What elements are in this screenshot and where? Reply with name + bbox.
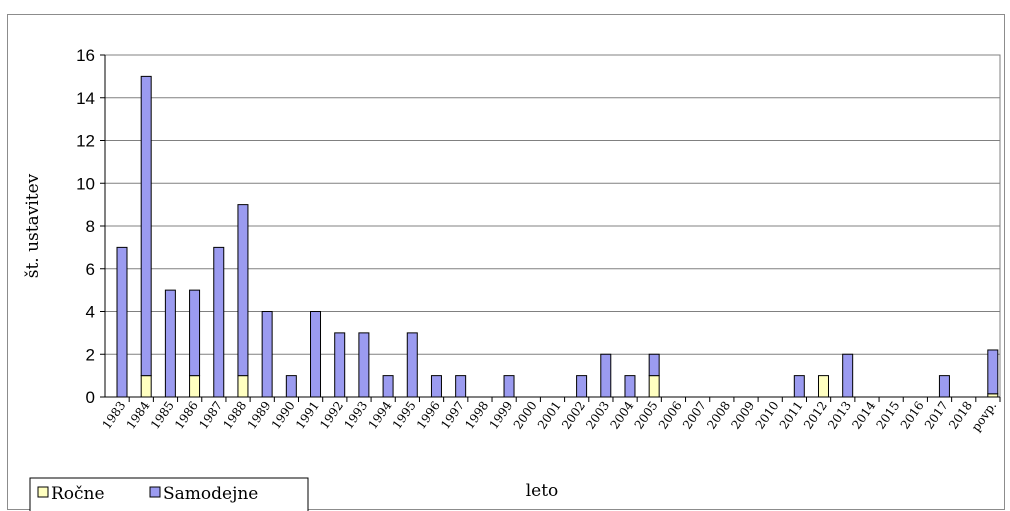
x-axis-title: leto — [526, 481, 559, 501]
bar-rocne-1986 — [189, 375, 201, 398]
x-tick-label: 1989 — [245, 399, 274, 432]
x-tick-label: 1998 — [462, 399, 491, 432]
x-tick-label: 2006 — [656, 399, 685, 432]
bar-samodejne-1988 — [237, 204, 249, 377]
bar-samodejne-povp — [987, 349, 999, 395]
x-tick-label: 1991 — [293, 399, 322, 432]
bar-samodejne-2013 — [842, 353, 854, 398]
legend-swatch — [37, 486, 49, 498]
x-tick-label: 1986 — [172, 399, 201, 432]
x-tick-label: 2001 — [535, 399, 564, 432]
y-tick-label: 14 — [76, 89, 95, 108]
bar-samodejne-2017 — [938, 375, 950, 398]
x-tick-label: 1984 — [124, 398, 153, 431]
x-tick-label: 2005 — [632, 399, 661, 432]
bar-rocne-2005 — [648, 375, 660, 398]
x-tick-label: 1994 — [366, 398, 395, 431]
x-tick-label: 2015 — [874, 399, 903, 432]
x-tick-label: 1987 — [196, 399, 225, 432]
bar-samodejne-2004 — [624, 375, 636, 398]
x-tick-label: 1990 — [269, 399, 298, 432]
bar-samodejne-1990 — [285, 375, 297, 398]
x-tick-label: 2012 — [801, 399, 830, 432]
bar-samodejne-1986 — [189, 289, 201, 377]
bar-samodejne-1999 — [503, 375, 515, 398]
y-tick-label: 8 — [86, 217, 95, 236]
y-axis-title: št. ustavitev — [23, 173, 43, 278]
x-tick-label: 2004 — [607, 398, 636, 431]
x-tick-label: 2008 — [704, 399, 733, 432]
bar-samodejne-1983 — [116, 246, 128, 398]
bar-samodejne-1994 — [382, 375, 394, 398]
bar-samodejne-1997 — [455, 375, 467, 398]
x-tick-label: 1985 — [148, 399, 177, 432]
bar-samodejne-1996 — [430, 375, 442, 398]
x-tick-label: 1992 — [317, 399, 346, 432]
x-tick-label: 2016 — [898, 399, 927, 432]
x-tick-label: 1999 — [486, 399, 515, 432]
x-tick-label: povp. — [969, 399, 1000, 434]
bar-samodejne-2005 — [648, 353, 660, 377]
x-tick-label: 1995 — [390, 399, 419, 432]
chart-frame — [7, 14, 1005, 510]
x-tick-label: 2011 — [777, 399, 806, 432]
x-tick-label: 1988 — [220, 399, 249, 432]
legend-label: Ročne — [51, 484, 105, 504]
y-tick-label: 12 — [76, 132, 95, 151]
bar-samodejne-2002 — [576, 375, 588, 398]
x-tick-label: 1983 — [99, 399, 128, 432]
bar-samodejne-1995 — [406, 332, 418, 398]
y-tick-label: 16 — [76, 46, 95, 65]
legend-box — [29, 477, 309, 511]
x-tick-label: 2017 — [922, 399, 951, 432]
x-tick-label: 1996 — [414, 399, 443, 432]
bar-samodejne-1985 — [164, 289, 176, 398]
bar-samodejne-1989 — [261, 311, 273, 398]
x-tick-label: 2000 — [511, 399, 540, 432]
bar-rocne-1988 — [237, 375, 249, 398]
bar-samodejne-2011 — [793, 375, 805, 398]
x-tick-label: 1997 — [438, 399, 467, 432]
bar-rocne-2012 — [817, 375, 829, 398]
bar-rocne-1984 — [140, 375, 152, 398]
x-tick-label: 2014 — [849, 398, 878, 431]
x-tick-label: 2003 — [583, 399, 612, 432]
x-tick-label: 2009 — [728, 399, 757, 432]
legend-swatch — [149, 486, 161, 498]
bar-samodejne-1992 — [334, 332, 346, 398]
x-tick-label: 2013 — [825, 399, 854, 432]
x-tick-label: 2007 — [680, 399, 709, 432]
bar-samodejne-2003 — [600, 353, 612, 398]
bar-samodejne-1987 — [213, 246, 225, 398]
y-tick-label: 10 — [76, 174, 95, 193]
bar-samodejne-1991 — [310, 311, 322, 398]
legend-label: Samodejne — [163, 484, 258, 504]
x-tick-label: 2002 — [559, 399, 588, 432]
bar-samodejne-1993 — [358, 332, 370, 398]
y-tick-label: 2 — [86, 345, 95, 364]
y-tick-label: 0 — [86, 388, 95, 407]
x-tick-label: 2010 — [753, 399, 782, 432]
y-tick-label: 4 — [86, 303, 95, 322]
bar-samodejne-1984 — [140, 75, 152, 377]
x-tick-label: 1993 — [341, 399, 370, 432]
y-tick-label: 6 — [86, 260, 95, 279]
